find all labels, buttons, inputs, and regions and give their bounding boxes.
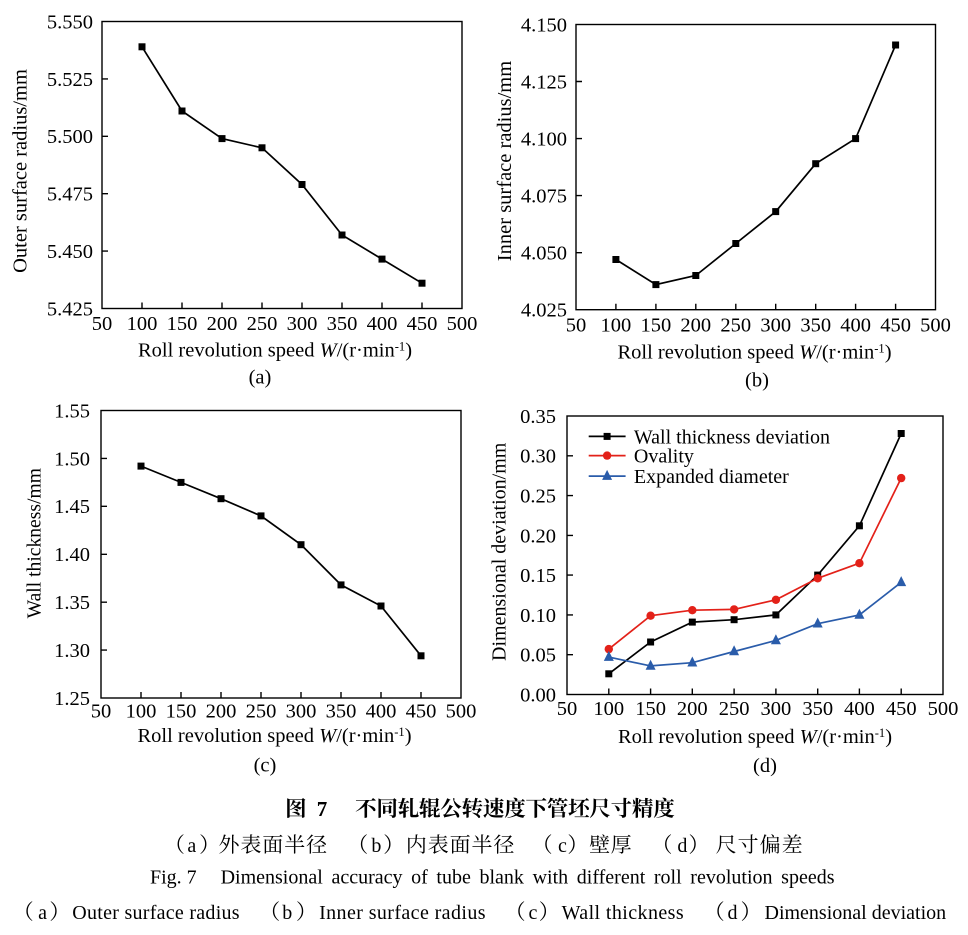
svg-text:500: 500 [447,313,478,335]
svg-text:Dimensional deviation: Dimensional deviation [765,902,947,924]
svg-text:250: 250 [247,313,278,335]
svg-text:Outer surface radius/mm: Outer surface radius/mm [10,69,32,273]
svg-text:0.25: 0.25 [520,486,556,508]
svg-text:(a): (a) [249,367,272,389]
svg-text:400: 400 [840,315,871,337]
svg-text:Wall thickness: Wall thickness [562,902,684,924]
svg-text:350: 350 [326,701,357,723]
svg-text:450: 450 [407,313,438,335]
svg-text:0.15: 0.15 [520,565,556,587]
svg-text:(b): (b) [745,370,769,392]
svg-text:0.30: 0.30 [520,446,556,468]
svg-text:Roll revolution speed W/(r·min: Roll revolution speed W/(r·min-1) [137,725,411,747]
svg-text:5.500: 5.500 [47,126,93,148]
svg-text:200: 200 [206,701,237,723]
svg-text:5.525: 5.525 [47,69,93,91]
svg-text:Roll revolution speed W/(r·min: Roll revolution speed W/(r·min-1) [617,342,891,364]
svg-text:50: 50 [566,315,587,337]
svg-text:1.50: 1.50 [54,448,90,470]
svg-text:5.550: 5.550 [47,11,93,33]
svg-text:400: 400 [844,698,875,720]
svg-text:1.45: 1.45 [54,496,90,518]
svg-text:400: 400 [367,313,398,335]
svg-text:d: d [677,835,687,857]
svg-text:0.20: 0.20 [520,525,556,547]
svg-text:300: 300 [761,698,792,720]
svg-text:200: 200 [680,315,711,337]
svg-text:Dimensional deviation/mm: Dimensional deviation/mm [489,442,511,661]
svg-text:450: 450 [880,315,911,337]
svg-text:300: 300 [287,313,318,335]
svg-text:100: 100 [126,701,157,723]
svg-text:4.025: 4.025 [521,300,567,322]
svg-text:350: 350 [802,698,833,720]
svg-text:300: 300 [760,315,791,337]
svg-text:250: 250 [720,315,751,337]
svg-text:150: 150 [641,315,672,337]
svg-text:5.425: 5.425 [47,298,93,320]
svg-text:Roll revolution speed W/(r·min: Roll revolution speed W/(r·min-1) [138,340,412,362]
svg-text:100: 100 [127,313,158,335]
svg-text:500: 500 [928,698,959,720]
svg-text:1.55: 1.55 [54,400,90,422]
svg-text:5.475: 5.475 [47,184,93,206]
svg-text:500: 500 [446,701,477,723]
svg-text:b: b [282,902,292,924]
svg-text:4.050: 4.050 [521,243,567,265]
svg-text:450: 450 [886,698,917,720]
svg-text:200: 200 [677,698,708,720]
svg-text:50: 50 [92,313,113,335]
svg-text:Inner surface radius: Inner surface radius [319,902,486,924]
svg-text:4.075: 4.075 [521,186,567,208]
svg-text:(d): (d) [753,755,777,777]
svg-text:250: 250 [719,698,750,720]
svg-text:Inner surface radius/mm: Inner surface radius/mm [494,61,516,261]
svg-text:Wall thickness deviation: Wall thickness deviation [634,426,830,448]
svg-text:50: 50 [91,701,112,723]
svg-text:0.35: 0.35 [520,406,556,428]
svg-text:100: 100 [593,698,624,720]
svg-text:(c): (c) [254,755,277,777]
svg-text:100: 100 [601,315,632,337]
svg-text:150: 150 [635,698,666,720]
svg-text:250: 250 [246,701,277,723]
svg-text:4.125: 4.125 [521,71,567,93]
svg-text:5.450: 5.450 [47,241,93,263]
svg-text:c: c [558,835,567,857]
svg-text:1.30: 1.30 [54,640,90,662]
svg-text:500: 500 [920,315,951,337]
svg-text:d: d [728,902,738,924]
svg-text:Outer surface radius: Outer surface radius [72,902,240,924]
svg-text:400: 400 [366,701,397,723]
svg-text:350: 350 [327,313,358,335]
svg-text:Wall thickness/mm: Wall thickness/mm [25,468,46,618]
svg-text:Ovality: Ovality [634,446,694,468]
svg-text:a: a [38,902,47,924]
svg-text:0.05: 0.05 [520,645,556,667]
svg-text:200: 200 [207,313,238,335]
svg-text:1.25: 1.25 [54,688,90,710]
svg-text:150: 150 [166,701,197,723]
svg-text:a: a [187,835,196,857]
svg-text:Expanded diameter: Expanded diameter [634,466,789,488]
svg-text:4.150: 4.150 [521,14,567,36]
svg-text:350: 350 [800,315,831,337]
svg-text:Dimensional accuracy of tube b: Dimensional accuracy of tube blank with … [221,866,835,888]
svg-text:b: b [371,835,381,857]
svg-text:0.00: 0.00 [520,684,556,706]
svg-text:1.35: 1.35 [54,592,90,614]
svg-text:7: 7 [317,797,328,821]
svg-text:c: c [529,902,538,924]
svg-text:Fig. 7: Fig. 7 [150,866,197,888]
svg-text:Roll revolution speed W/(r·min: Roll revolution speed W/(r·min-1) [618,726,892,748]
svg-text:50: 50 [557,698,578,720]
svg-text:450: 450 [406,701,437,723]
svg-text:0.10: 0.10 [520,605,556,627]
svg-text:1.40: 1.40 [54,544,90,566]
svg-text:150: 150 [167,313,198,335]
svg-text:300: 300 [286,701,317,723]
svg-text:4.100: 4.100 [521,129,567,151]
